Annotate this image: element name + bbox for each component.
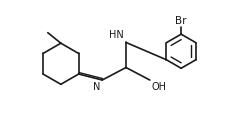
Text: N: N — [93, 82, 100, 92]
Text: Br: Br — [175, 16, 187, 26]
Text: HN: HN — [109, 30, 123, 40]
Text: OH: OH — [151, 82, 166, 92]
